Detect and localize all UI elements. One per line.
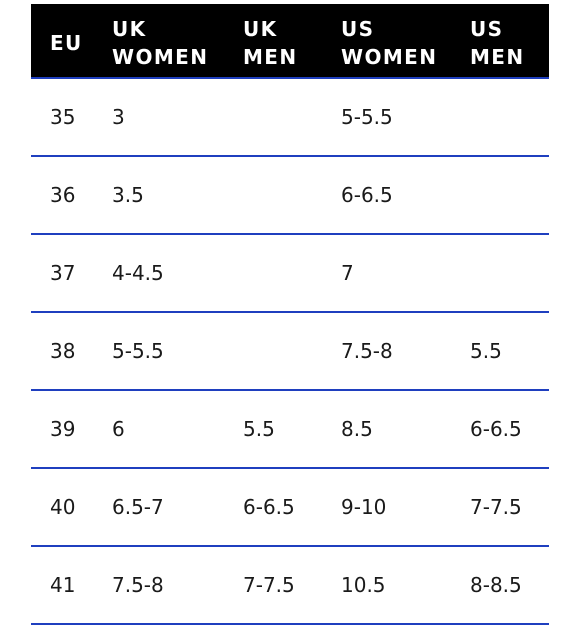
cell-uk-women: 3: [112, 105, 125, 129]
header-us-men-line1: US: [470, 17, 504, 41]
table-header-row: EU UK WOMEN UK MEN US WOMEN US MEN: [31, 4, 549, 79]
header-us-men: US MEN: [470, 15, 525, 71]
cell-uk-women: 5-5.5: [112, 339, 164, 363]
cell-uk-men: 5.5: [243, 417, 275, 441]
cell-eu: 38: [50, 339, 76, 363]
header-uk-women: UK WOMEN: [112, 15, 208, 71]
table-row: 38 5-5.5 7.5-8 5.5: [31, 313, 549, 391]
cell-us-women: 6-6.5: [341, 183, 393, 207]
cell-eu: 41: [50, 573, 76, 597]
header-us-women: US WOMEN: [341, 15, 437, 71]
cell-eu: 37: [50, 261, 76, 285]
cell-us-women: 7.5-8: [341, 339, 393, 363]
cell-us-women: 5-5.5: [341, 105, 393, 129]
cell-eu: 35: [50, 105, 76, 129]
cell-eu: 39: [50, 417, 76, 441]
cell-us-women: 7: [341, 261, 354, 285]
cell-eu: 40: [50, 495, 76, 519]
cell-uk-men: 6-6.5: [243, 495, 295, 519]
table-row: 36 3.5 6-6.5: [31, 157, 549, 235]
header-us-women-line2: WOMEN: [341, 45, 438, 69]
cell-us-men: 6-6.5: [470, 417, 522, 441]
header-uk-men-line1: UK: [243, 17, 278, 41]
header-eu-label: EU: [50, 31, 83, 55]
header-uk-women-line1: UK: [112, 17, 147, 41]
header-uk-men: UK MEN: [243, 15, 298, 71]
table-row: 41 7.5-8 7-7.5 10.5 8-8.5: [31, 547, 549, 625]
table-row: 37 4-4.5 7: [31, 235, 549, 313]
header-uk-women-line2: WOMEN: [112, 45, 209, 69]
table-row: 39 6 5.5 8.5 6-6.5: [31, 391, 549, 469]
cell-uk-women: 6: [112, 417, 125, 441]
header-uk-men-line2: MEN: [243, 45, 298, 69]
cell-uk-women: 3.5: [112, 183, 144, 207]
cell-us-men: 7-7.5: [470, 495, 522, 519]
cell-uk-women: 4-4.5: [112, 261, 164, 285]
table-row: 35 3 5-5.5: [31, 79, 549, 157]
table-row: 40 6.5-7 6-6.5 9-10 7-7.5: [31, 469, 549, 547]
cell-us-women: 9-10: [341, 495, 387, 519]
cell-us-women: 10.5: [341, 573, 386, 597]
header-us-men-line2: MEN: [470, 45, 525, 69]
header-eu: EU: [50, 29, 83, 57]
cell-us-men: 8-8.5: [470, 573, 522, 597]
size-chart-table: EU UK WOMEN UK MEN US WOMEN US MEN 35 3 …: [31, 4, 549, 625]
cell-us-men: 5.5: [470, 339, 502, 363]
header-us-women-line1: US: [341, 17, 375, 41]
cell-uk-men: 7-7.5: [243, 573, 295, 597]
cell-uk-women: 7.5-8: [112, 573, 164, 597]
cell-uk-women: 6.5-7: [112, 495, 164, 519]
cell-eu: 36: [50, 183, 76, 207]
cell-us-women: 8.5: [341, 417, 373, 441]
